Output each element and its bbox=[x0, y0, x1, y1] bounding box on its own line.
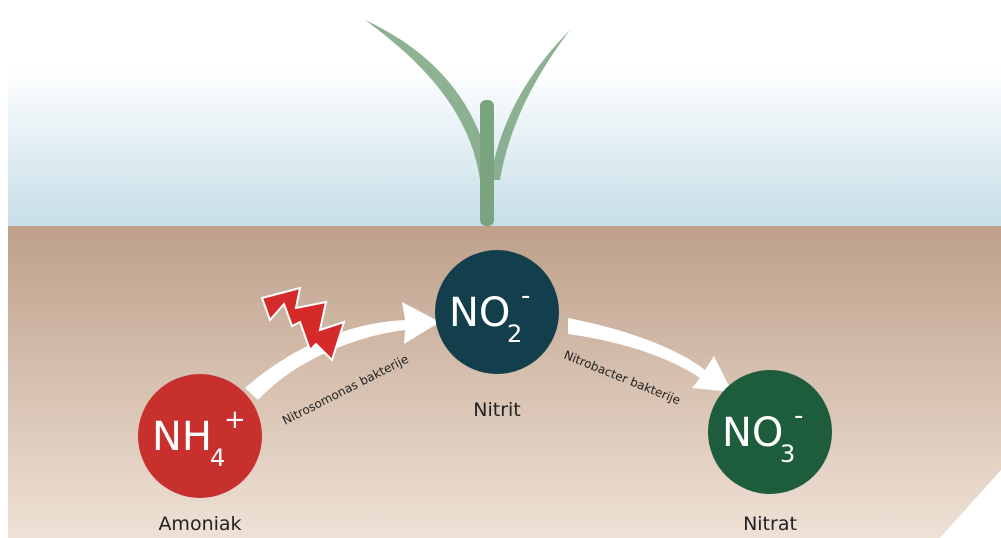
arrow bbox=[245, 302, 440, 400]
plant bbox=[365, 20, 570, 226]
formula-sub: 4 bbox=[210, 444, 225, 472]
formula-base: NH bbox=[152, 414, 212, 460]
formula-sup: + bbox=[224, 405, 246, 435]
formula-sub: 2 bbox=[507, 320, 522, 348]
formula-sup: - bbox=[794, 401, 803, 431]
formula-base: NO bbox=[449, 290, 510, 336]
formula-base: NO bbox=[722, 410, 783, 456]
lightning-icon bbox=[260, 286, 346, 362]
node-label: Nitrat bbox=[743, 513, 797, 535]
arrow bbox=[568, 318, 732, 392]
node-label: Amoniak bbox=[158, 513, 241, 535]
node-circle bbox=[708, 370, 832, 494]
node-circle bbox=[435, 250, 559, 374]
formula-sub: 3 bbox=[780, 440, 795, 468]
node-circle bbox=[138, 374, 262, 498]
sky bbox=[8, 0, 1001, 226]
formula-sup: - bbox=[521, 281, 530, 311]
node-label: Nitrit bbox=[473, 399, 520, 421]
